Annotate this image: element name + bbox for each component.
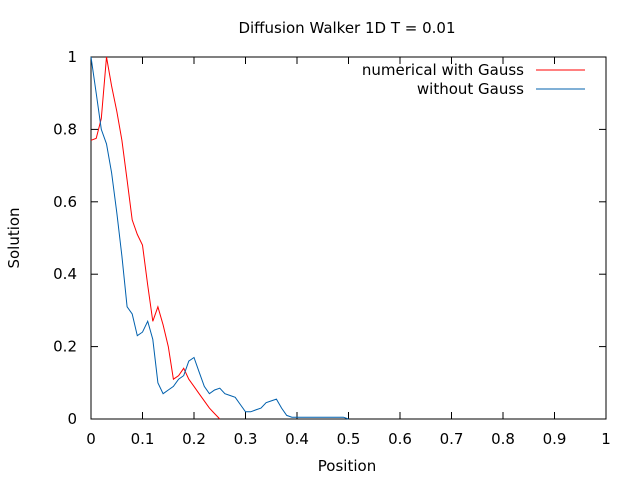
y-axis-ticks: 0 0.2 0.4 0.6 0.8 1 [53,48,606,428]
y-tick-label: 1 [67,48,77,66]
x-tick-label: 0.1 [131,430,155,448]
x-tick-label: 0.7 [440,430,464,448]
x-tick-label: 0.8 [491,430,515,448]
x-tick-label: 0.9 [543,430,567,448]
plot-frame [90,56,607,420]
legend: numerical with Gauss without Gauss [362,61,585,98]
legend-label-without-gauss: without Gauss [417,80,524,98]
chart-title: Diffusion Walker 1D T = 0.01 [238,19,455,37]
y-tick-label: 0 [67,410,77,428]
y-tick-label: 0.6 [53,193,77,211]
x-tick-label: 1 [601,430,611,448]
legend-label-numerical-with-gauss: numerical with Gauss [362,61,524,79]
y-tick-label: 0.2 [53,338,77,356]
x-tick-label: 0.6 [388,430,412,448]
x-axis-ticks: 0 0.1 0.2 0.3 0.4 0.5 0.6 0.7 0.8 0.9 1 [86,57,611,448]
y-tick-label: 0.8 [53,120,77,138]
series-line-without-gauss [90,56,349,420]
x-tick-label: 0 [86,430,96,448]
x-tick-label: 0.4 [285,430,309,448]
series-group [90,56,349,420]
y-tick-label: 0.4 [53,265,77,283]
x-tick-label: 0.2 [182,430,206,448]
x-axis-label: Position [318,457,376,475]
x-tick-label: 0.5 [337,430,361,448]
x-tick-label: 0.3 [234,430,258,448]
y-axis-label: Solution [5,207,23,268]
series-line-numerical-with-gauss [90,56,221,420]
